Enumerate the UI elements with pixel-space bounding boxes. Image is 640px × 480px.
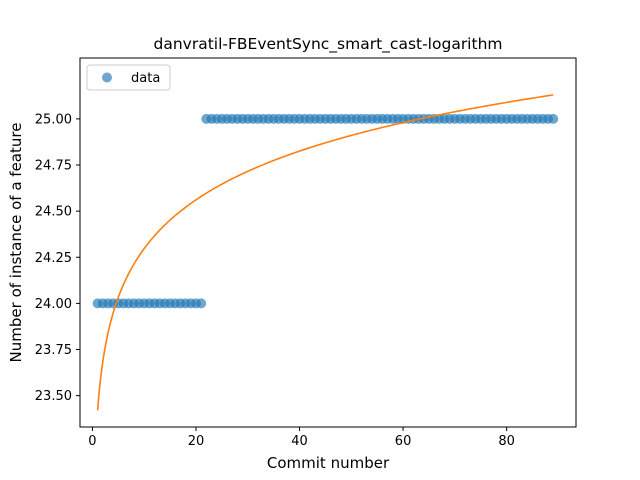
x-tick-label: 60 — [395, 434, 412, 449]
data-layer — [92, 94, 559, 411]
x-tick-label: 20 — [188, 434, 205, 449]
x-tick-label: 40 — [291, 434, 308, 449]
y-tick-label: 23.75 — [35, 343, 72, 358]
y-axis-title: Number of instance of a feature — [7, 123, 25, 363]
legend-box — [86, 64, 171, 91]
legend-marker — [102, 72, 112, 83]
y-tick-label: 24.75 — [35, 159, 72, 174]
plot-frame — [79, 57, 577, 428]
plot-area — [80, 58, 576, 427]
fit-line — [96, 94, 554, 411]
x-tick-label: 0 — [88, 434, 96, 449]
y-tick-label: 24.00 — [35, 297, 72, 312]
ticks-layer: 0 20 40 60 80 23.50 23.75 24.00 24.25 24.50 24.75 2… — [35, 112, 515, 449]
x-axis-title: Commit number — [267, 454, 390, 472]
x-tick-label: 80 — [498, 434, 515, 449]
data-point — [548, 113, 559, 124]
chart-title: danvratil-FBEventSync_smart_cast-logarit… — [154, 35, 503, 54]
legend: data — [86, 64, 171, 91]
y-tick-label: 25.00 — [35, 112, 72, 127]
y-tick-label: 24.25 — [35, 251, 72, 266]
y-tick-label: 24.50 — [35, 205, 72, 220]
data-point — [196, 298, 207, 309]
legend-label-data: data — [131, 71, 160, 86]
y-tick-label: 23.50 — [35, 389, 72, 404]
